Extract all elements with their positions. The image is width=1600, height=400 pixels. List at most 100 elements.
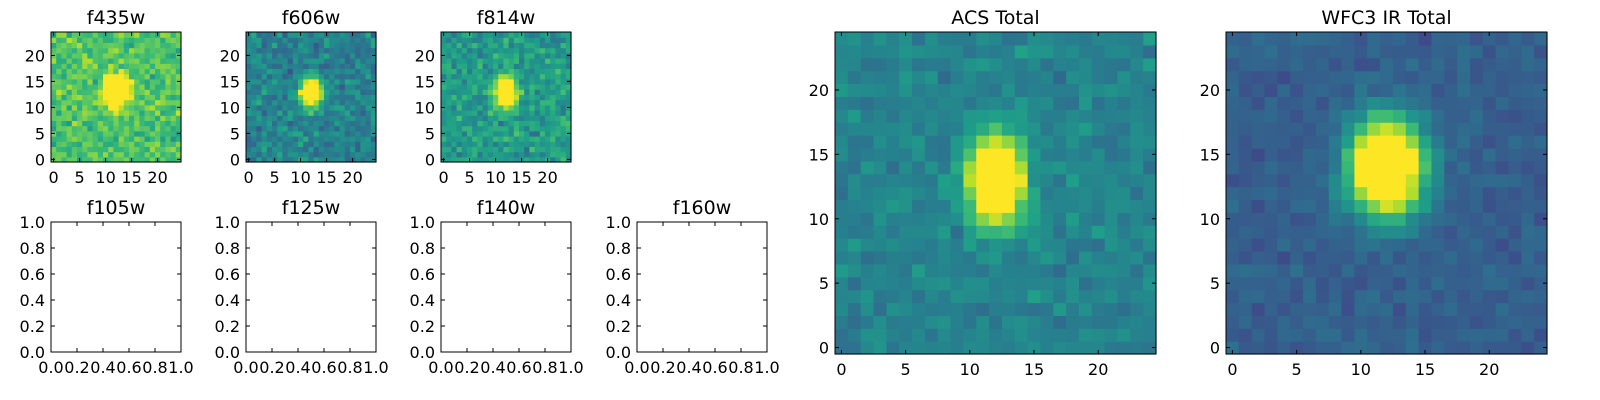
heatmap-cell [1521, 302, 1535, 316]
heatmap-cell [1053, 160, 1067, 175]
heatmap-cell [989, 289, 1003, 304]
heatmap-cell [1130, 122, 1144, 136]
heatmap-cell [1328, 328, 1343, 342]
heatmap-cell [472, 156, 478, 163]
x-tick-label: 15 [511, 168, 531, 187]
heatmap-cell [1264, 109, 1278, 123]
heatmap-cell [555, 84, 562, 90]
heatmap-cells [51, 32, 182, 163]
heatmap-cell [524, 141, 530, 147]
heatmap-cell [498, 52, 504, 59]
heatmap-cell [976, 302, 990, 316]
heatmap-cell [360, 130, 367, 137]
x-tick-label: 0.8 [532, 358, 557, 377]
heatmap-cell [277, 146, 283, 153]
heatmap-cell [924, 32, 939, 46]
heatmap-cell [513, 146, 520, 153]
heatmap-cell [451, 37, 458, 43]
heatmap-cell [139, 115, 146, 121]
heatmap-cell [860, 109, 875, 123]
heatmap-cell [508, 47, 515, 54]
heatmap-cell [1104, 212, 1119, 226]
heatmap-cell [451, 136, 458, 142]
heatmap-cell [456, 125, 463, 132]
heatmap-cell [277, 78, 283, 85]
heatmap-cell [165, 63, 172, 69]
heatmap-cell [976, 160, 990, 175]
heatmap-cell [1226, 263, 1240, 278]
heatmap-cell [1040, 250, 1054, 265]
heatmap-cell [498, 115, 504, 121]
heatmap-cell [56, 68, 62, 75]
heatmap-cell [246, 115, 252, 121]
heatmap-cell [144, 37, 151, 43]
heatmap-cell [937, 44, 952, 59]
heatmap-cell [1091, 135, 1106, 149]
heatmap-cell [524, 110, 530, 116]
heatmap-cell [529, 73, 536, 80]
heatmap-cell [1104, 96, 1119, 110]
heatmap-cell [467, 47, 473, 54]
heatmap-cell [139, 78, 146, 85]
heatmap-cell [847, 147, 862, 162]
heatmap-cell [835, 109, 849, 123]
heatmap-cell [1226, 44, 1240, 59]
heatmap-cell [1091, 199, 1106, 213]
heatmap-cell [1290, 109, 1304, 123]
heatmap-cell [123, 37, 130, 43]
heatmap-cell [56, 136, 62, 142]
y-tick-label: 1.0 [606, 213, 631, 232]
heatmap-cell [1078, 32, 1093, 46]
heatmap-cell [82, 104, 88, 111]
x-tick-label: 0.6 [702, 358, 727, 377]
heatmap-cell [1469, 250, 1484, 265]
heatmap-cell [108, 104, 114, 111]
heatmap-cell [487, 125, 494, 132]
heatmap-cell [71, 52, 78, 59]
heatmap-cell [1469, 199, 1484, 213]
heatmap-cell [350, 84, 356, 90]
heatmap-cell [1367, 44, 1381, 59]
heatmap-cell [1457, 44, 1471, 59]
heatmap-cell [461, 37, 468, 43]
heatmap-cell [97, 115, 104, 121]
heatmap-cell [313, 156, 320, 163]
heatmap-cell [461, 47, 468, 54]
heatmap-cell [565, 32, 572, 38]
heatmap-cell [487, 78, 494, 85]
heatmap-cell [513, 84, 520, 90]
heatmap-cell [318, 63, 325, 69]
heatmap-cell [298, 125, 304, 132]
heatmap-cell [937, 186, 952, 201]
heatmap-cell [155, 58, 161, 64]
heatmap-cell [1495, 289, 1510, 304]
heatmap-cell [1143, 57, 1157, 72]
heatmap-cell [1066, 328, 1080, 342]
heatmap-cell [170, 99, 177, 106]
heatmap-cell [565, 42, 572, 49]
heatmap-cell [318, 136, 325, 142]
heatmap-cell [318, 73, 325, 80]
heatmap-cell [835, 32, 849, 46]
heatmap-cell [513, 58, 520, 64]
heatmap-cell [66, 63, 73, 69]
heatmap-cell [1495, 263, 1510, 278]
heatmap-cell [113, 94, 120, 101]
heatmap-cell [160, 42, 166, 49]
heatmap-cell [1495, 199, 1510, 213]
heatmap-cell [1117, 173, 1131, 188]
heatmap-cell [1315, 96, 1330, 110]
heatmap-cell [277, 104, 283, 111]
heatmap-cell [308, 32, 315, 38]
heatmap-cell [477, 89, 484, 95]
heatmap-cell [1001, 83, 1016, 97]
heatmap-cell [1014, 122, 1029, 136]
heatmap-cell [1001, 289, 1016, 304]
heatmap-cell [175, 120, 182, 127]
heatmap-cell [1303, 57, 1317, 72]
heatmap-cell [545, 141, 551, 147]
heatmap-cell [1091, 341, 1106, 355]
heatmap-cell [446, 156, 452, 163]
heatmap-cell [298, 136, 304, 142]
heatmap-cell [550, 42, 556, 49]
